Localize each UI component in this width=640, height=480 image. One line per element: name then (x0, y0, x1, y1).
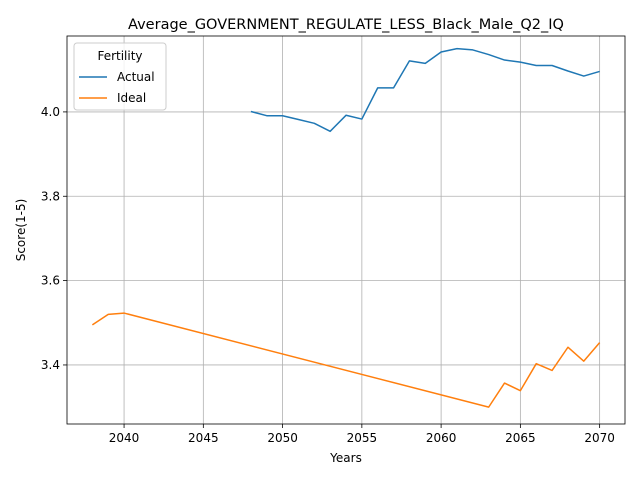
y-tick-label: 3.6 (41, 274, 60, 288)
chart-title: Average_GOVERNMENT_REGULATE_LESS_Black_M… (128, 17, 564, 33)
x-axis-title: Years (329, 451, 362, 465)
x-tick-label: 2065 (505, 431, 536, 445)
legend-title: Fertility (97, 49, 142, 63)
x-tick-label: 2045 (188, 431, 219, 445)
x-tick-label: 2060 (426, 431, 457, 445)
y-tick-label: 3.8 (41, 189, 60, 203)
y-axis-title: Score(1-5) (14, 199, 28, 262)
legend: Fertility Actual Ideal (74, 43, 166, 110)
x-tick-label: 2050 (267, 431, 298, 445)
legend-label-ideal: Ideal (117, 91, 146, 105)
y-tick-label: 3.4 (41, 358, 60, 372)
x-tick-label: 2070 (584, 431, 615, 445)
x-tick-label: 2040 (109, 431, 140, 445)
y-tick-label: 4.0 (41, 105, 60, 119)
legend-label-actual: Actual (117, 70, 155, 84)
x-tick-label: 2055 (347, 431, 378, 445)
